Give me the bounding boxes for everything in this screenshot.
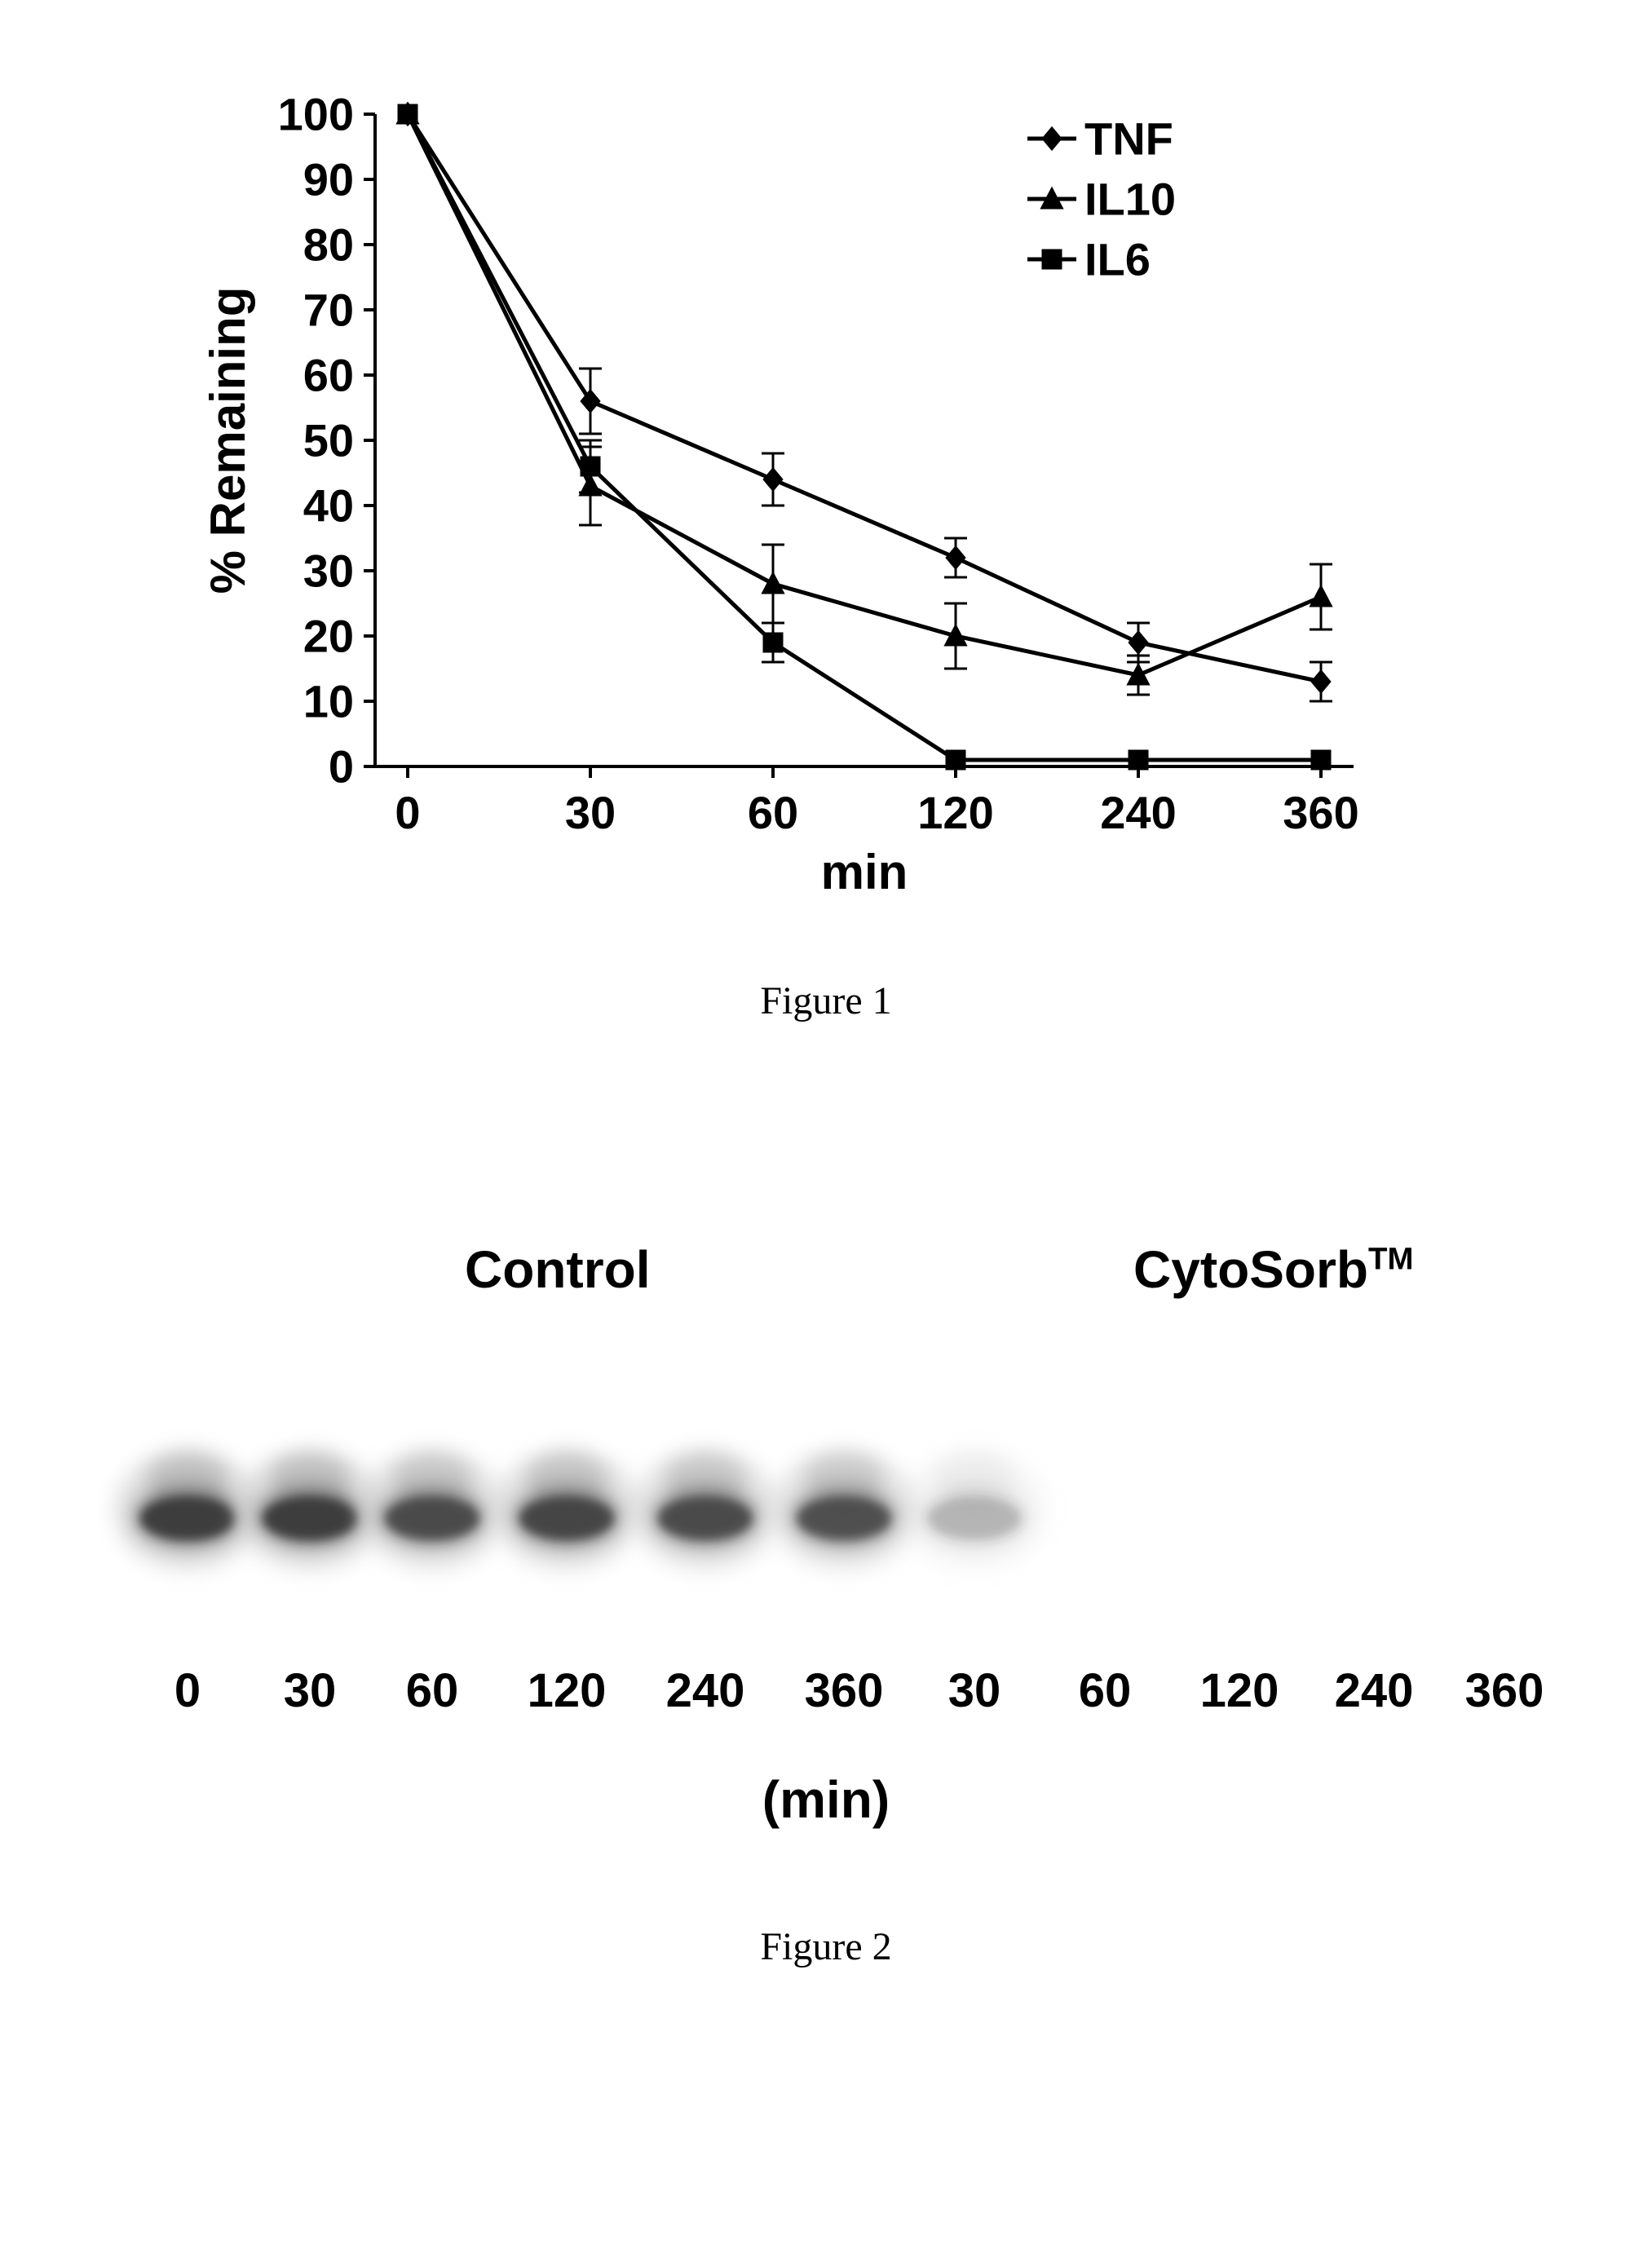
figure2-xlabel: 60 [1079, 1663, 1132, 1718]
svg-text:50: 50 [303, 415, 354, 466]
svg-text:30: 30 [565, 787, 616, 838]
svg-text:30: 30 [303, 545, 354, 597]
figure2-xlabel: 120 [1200, 1663, 1279, 1718]
svg-text:TNF: TNF [1084, 113, 1173, 165]
svg-text:120: 120 [917, 787, 993, 838]
figure2-header-treatment: CytoSorbTM [1133, 1239, 1413, 1300]
svg-text:60: 60 [748, 787, 798, 838]
figure2-xlabels: 0 30 60 120 240 360 30 60 120 240 360 [98, 1663, 1554, 1729]
svg-text:100: 100 [278, 89, 354, 140]
svg-text:10: 10 [303, 676, 354, 727]
svg-text:min: min [821, 845, 908, 899]
figure2-xlabel: 0 [174, 1663, 201, 1718]
figure2: Control CytoSorbTM 0 30 60 120 240 360 30 60 120… [98, 1239, 1554, 1973]
svg-text:0: 0 [329, 741, 354, 793]
svg-text:70: 70 [303, 285, 354, 336]
figure2-header-control: Control [465, 1239, 651, 1300]
figure2-xlabel: 240 [666, 1663, 745, 1718]
figure2-blot-svg [98, 1394, 1554, 1606]
svg-text:IL10: IL10 [1084, 174, 1176, 225]
svg-text:60: 60 [303, 350, 354, 401]
figure2-xlabel: 30 [284, 1663, 337, 1718]
trademark-symbol: TM [1368, 1242, 1413, 1277]
svg-text:20: 20 [303, 611, 354, 662]
figure2-xlabel: 240 [1335, 1663, 1414, 1718]
svg-text:IL6: IL6 [1084, 234, 1151, 285]
figure2-xlabel: 360 [1465, 1663, 1544, 1718]
svg-text:0: 0 [395, 787, 420, 838]
svg-text:% Remaining: % Remaining [201, 287, 255, 594]
page: 0 10 20 30 40 50 60 70 80 90 100 0 30 60 120 240 360 % Re… [0, 0, 1652, 2248]
figure1-caption: Figure 1 [0, 978, 1652, 1023]
figure1-svg: 0 10 20 30 40 50 60 70 80 90 100 0 30 60 120 240 360 % Re… [196, 82, 1451, 938]
figure2-xlabel: 120 [528, 1663, 607, 1718]
svg-text:240: 240 [1100, 787, 1176, 838]
svg-text:360: 360 [1283, 787, 1358, 838]
figure2-xlabel: 60 [406, 1663, 459, 1718]
figure2-axis-title: (min) [98, 1769, 1554, 1830]
svg-text:40: 40 [303, 480, 354, 532]
figure2-xlabel: 360 [805, 1663, 884, 1718]
figure2-blot-area [98, 1394, 1554, 1606]
figure2-xlabel: 30 [948, 1663, 1001, 1718]
figure2-headers: Control CytoSorbTM [98, 1239, 1554, 1313]
svg-text:90: 90 [303, 154, 354, 205]
svg-text:80: 80 [303, 219, 354, 271]
figure2-caption: Figure 2 [0, 1924, 1652, 1969]
figure1-chart: 0 10 20 30 40 50 60 70 80 90 100 0 30 60 120 240 360 % Re… [196, 82, 1451, 938]
